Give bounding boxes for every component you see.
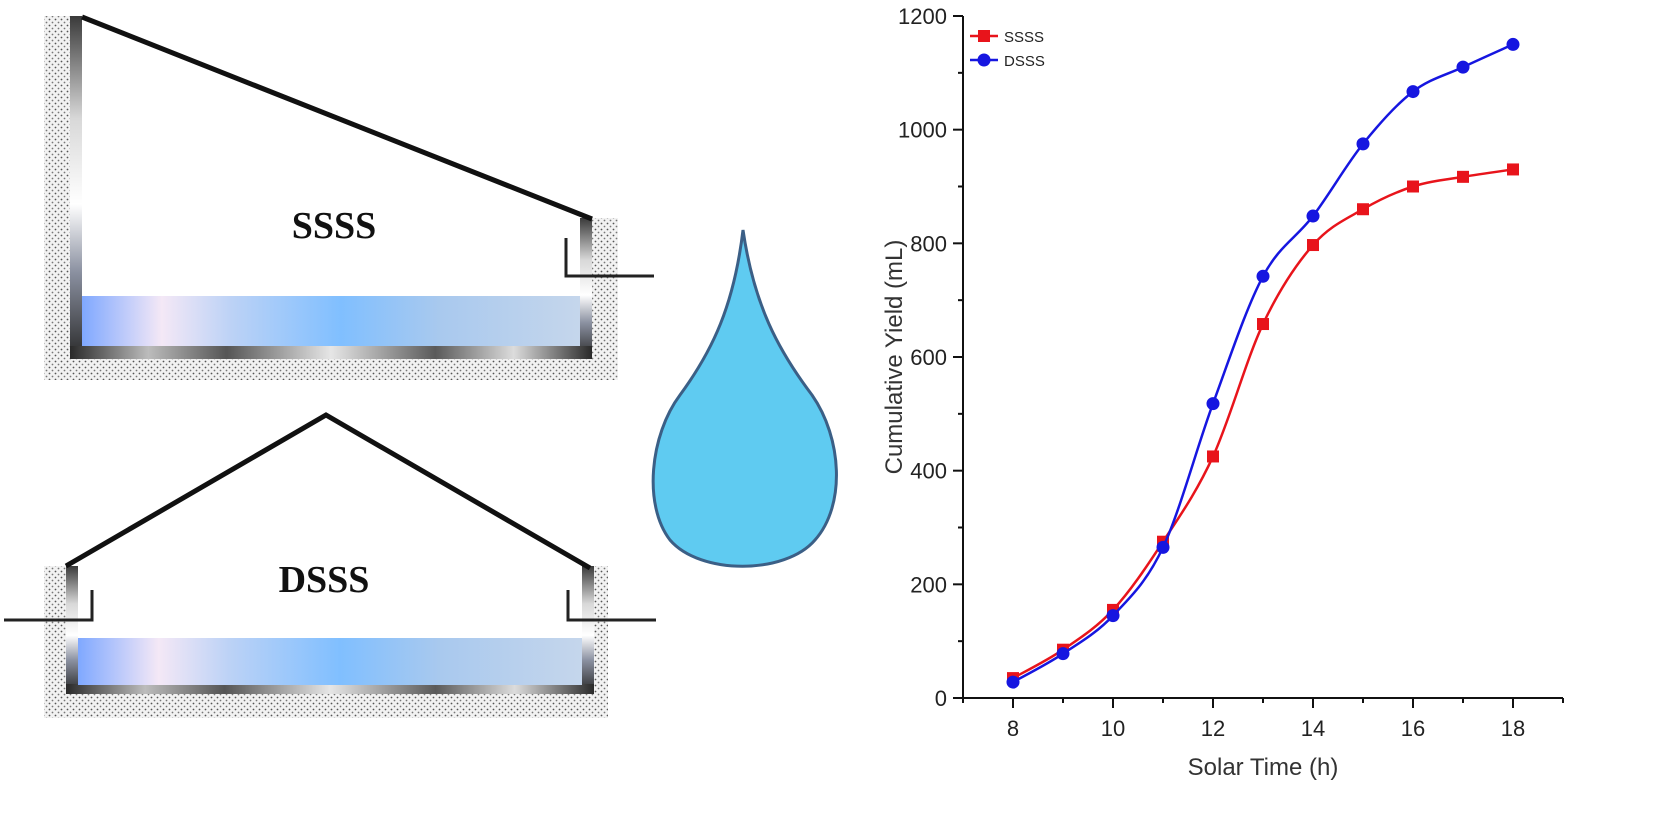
- legend-marker-square: [978, 30, 990, 42]
- x-tick-label: 10: [1101, 716, 1125, 741]
- data-point-square: [1457, 170, 1469, 183]
- water-drop-icon: [651, 229, 838, 568]
- y-tick-label: 200: [910, 572, 947, 597]
- y-tick-label: 0: [935, 686, 947, 711]
- dsss-left-channel: [4, 590, 94, 622]
- x-axis-ticks: 8 10 12 14 16 18: [962, 698, 1564, 741]
- data-point-square: [1357, 203, 1369, 216]
- data-point-square: [1407, 180, 1419, 193]
- series-line-dsss: [1012, 43, 1514, 684]
- ssss-right-wall: [580, 218, 592, 358]
- dsss-left-wall: [66, 566, 78, 692]
- dsss-insulation: [44, 566, 608, 718]
- dsss-glass-cover: [64, 412, 592, 571]
- ssss-left-wall: [70, 16, 82, 358]
- data-point-circle: [1106, 609, 1120, 623]
- data-point-circle: [1306, 209, 1320, 223]
- ssss-water: [82, 296, 580, 346]
- x-axis-title: Solar Time (h): [1188, 754, 1339, 781]
- dsss-right-wall: [582, 566, 594, 692]
- data-point-circle: [1406, 85, 1420, 99]
- data-point-square: [1207, 450, 1219, 463]
- dsss-basin-floor: [66, 684, 594, 694]
- cumulative-yield-chart: 8 10 12 14 16 18 0 200 400 600 800 1000 1200 Solar …: [881, 4, 1564, 781]
- ssss-distillate-channel: [564, 238, 654, 278]
- x-tick-label: 14: [1301, 716, 1325, 741]
- series-line-ssss: [1012, 168, 1514, 680]
- legend-label: SSSS: [1004, 29, 1044, 46]
- ssss-label: SSSS: [292, 205, 377, 247]
- y-tick-label: 1200: [898, 4, 947, 29]
- data-point-circle: [1056, 647, 1070, 661]
- legend-marker-circle: [977, 53, 991, 67]
- data-point-circle: [1006, 675, 1020, 689]
- data-point-circle: [1206, 397, 1220, 411]
- y-axis-title: Cumulative Yield (mL): [881, 240, 908, 475]
- series-ssss: [1007, 163, 1519, 685]
- legend-item-ssss: SSSS: [970, 29, 1044, 46]
- x-tick-label: 12: [1201, 716, 1225, 741]
- series-dsss: [1006, 37, 1520, 689]
- data-point-square: [1507, 163, 1519, 176]
- data-point-circle: [1256, 269, 1270, 283]
- legend-item-dsss: DSSS: [970, 53, 1045, 70]
- chart-legend: SSSS DSSS: [970, 29, 1045, 70]
- x-tick-label: 18: [1501, 716, 1525, 741]
- x-tick-label: 16: [1401, 716, 1425, 741]
- dsss-right-channel: [566, 590, 656, 622]
- ssss-still: SSSS: [44, 14, 654, 380]
- ssss-basin-floor: [70, 346, 592, 359]
- data-point-circle: [1506, 37, 1520, 51]
- y-tick-label: 1000: [898, 118, 947, 143]
- ssss-glass-cover: [81, 14, 593, 222]
- y-tick-label: 400: [910, 459, 947, 484]
- y-axis-ticks: 0 200 400 600 800 1000 1200: [898, 4, 963, 711]
- data-point-circle: [1356, 137, 1370, 151]
- y-tick-label: 800: [910, 231, 947, 256]
- x-tick-label: 8: [1007, 716, 1019, 741]
- dsss-water: [78, 638, 582, 685]
- dsss-label: DSSS: [279, 559, 370, 601]
- legend-label: DSSS: [1004, 53, 1045, 70]
- data-point-square: [1257, 318, 1269, 331]
- y-tick-label: 600: [910, 345, 947, 370]
- data-point-square: [1307, 239, 1319, 252]
- series-layer: [1006, 37, 1520, 689]
- chart-axes: [962, 16, 1563, 699]
- data-point-circle: [1456, 60, 1470, 74]
- data-point-circle: [1156, 540, 1170, 554]
- dsss-still: DSSS: [4, 412, 656, 718]
